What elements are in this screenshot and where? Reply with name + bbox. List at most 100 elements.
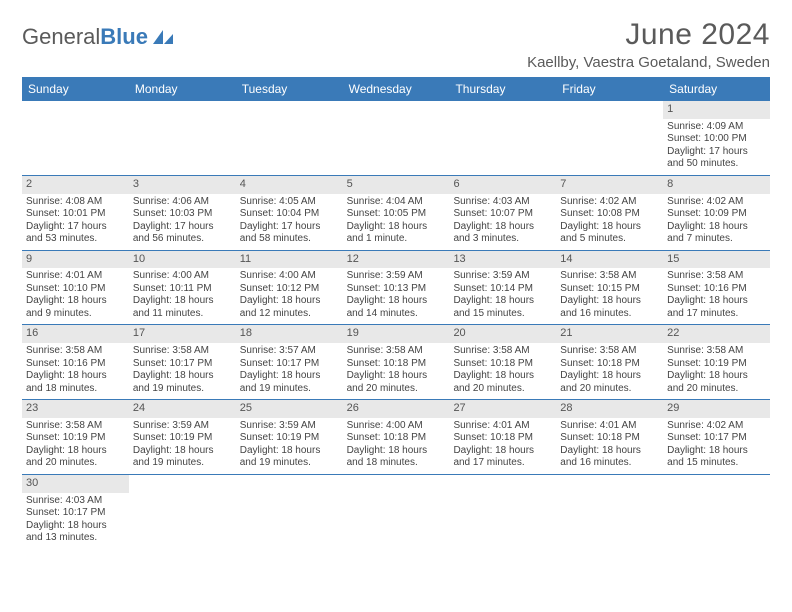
day-body: Sunrise: 3:58 AMSunset: 10:18 PMDaylight… [449, 343, 556, 399]
daylight-text: Daylight: 18 hours and 12 minutes. [240, 295, 339, 320]
sunset-text: Sunset: 10:19 PM [133, 432, 232, 445]
day-cell: 7Sunrise: 4:02 AMSunset: 10:08 PMDayligh… [556, 176, 663, 250]
day-number: 14 [556, 251, 663, 269]
sunrise-text: Sunrise: 4:01 AM [26, 270, 125, 283]
day-cell-empty: . [129, 475, 236, 549]
day-body: Sunrise: 3:58 AMSunset: 10:19 PMDaylight… [663, 343, 770, 399]
sunrise-text: Sunrise: 4:06 AM [133, 196, 232, 209]
day-cell: 27Sunrise: 4:01 AMSunset: 10:18 PMDaylig… [449, 400, 556, 474]
day-cell: 11Sunrise: 4:00 AMSunset: 10:12 PMDaylig… [236, 251, 343, 325]
day-cell: 5Sunrise: 4:04 AMSunset: 10:05 PMDayligh… [343, 176, 450, 250]
sunset-text: Sunset: 10:19 PM [667, 358, 766, 371]
day-cell: 20Sunrise: 3:58 AMSunset: 10:18 PMDaylig… [449, 325, 556, 399]
day-body: Sunrise: 3:58 AMSunset: 10:16 PMDaylight… [663, 268, 770, 324]
day-cell: 4Sunrise: 4:05 AMSunset: 10:04 PMDayligh… [236, 176, 343, 250]
day-number: 17 [129, 325, 236, 343]
day-cell: 30Sunrise: 4:03 AMSunset: 10:17 PMDaylig… [22, 475, 129, 549]
day-number: 1 [663, 101, 770, 119]
sunset-text: Sunset: 10:18 PM [560, 432, 659, 445]
daylight-text: Daylight: 18 hours and 16 minutes. [560, 295, 659, 320]
day-cell-empty: . [663, 475, 770, 549]
sunset-text: Sunset: 10:15 PM [560, 283, 659, 296]
weekday-row: SundayMondayTuesdayWednesdayThursdayFrid… [22, 77, 770, 101]
day-cell-empty: . [129, 101, 236, 175]
daylight-text: Daylight: 17 hours and 50 minutes. [667, 146, 766, 171]
sunset-text: Sunset: 10:16 PM [26, 358, 125, 371]
daylight-text: Daylight: 18 hours and 11 minutes. [133, 295, 232, 320]
sunset-text: Sunset: 10:01 PM [26, 208, 125, 221]
day-body: Sunrise: 4:09 AMSunset: 10:00 PMDaylight… [663, 119, 770, 175]
day-number: 10 [129, 251, 236, 269]
day-body: Sunrise: 4:02 AMSunset: 10:09 PMDaylight… [663, 194, 770, 250]
sunrise-text: Sunrise: 4:08 AM [26, 196, 125, 209]
daylight-text: Daylight: 18 hours and 15 minutes. [453, 295, 552, 320]
sunrise-text: Sunrise: 3:57 AM [240, 345, 339, 358]
week-row: ......1Sunrise: 4:09 AMSunset: 10:00 PMD… [22, 101, 770, 176]
day-body: Sunrise: 4:05 AMSunset: 10:04 PMDaylight… [236, 194, 343, 250]
sunset-text: Sunset: 10:12 PM [240, 283, 339, 296]
sunrise-text: Sunrise: 4:00 AM [240, 270, 339, 283]
day-cell-empty: . [343, 101, 450, 175]
sunset-text: Sunset: 10:17 PM [26, 507, 125, 520]
day-number: 9 [22, 251, 129, 269]
week-row: 23Sunrise: 3:58 AMSunset: 10:19 PMDaylig… [22, 400, 770, 475]
sunrise-text: Sunrise: 3:58 AM [133, 345, 232, 358]
logo-text-1: General [22, 24, 100, 50]
week-row: 16Sunrise: 3:58 AMSunset: 10:16 PMDaylig… [22, 325, 770, 400]
daylight-text: Daylight: 18 hours and 19 minutes. [240, 370, 339, 395]
sunrise-text: Sunrise: 3:58 AM [560, 270, 659, 283]
location: Kaellby, Vaestra Goetaland, Sweden [527, 54, 770, 71]
day-cell: 17Sunrise: 3:58 AMSunset: 10:17 PMDaylig… [129, 325, 236, 399]
week-row: 30Sunrise: 4:03 AMSunset: 10:17 PMDaylig… [22, 475, 770, 549]
daylight-text: Daylight: 18 hours and 9 minutes. [26, 295, 125, 320]
daylight-text: Daylight: 17 hours and 58 minutes. [240, 221, 339, 246]
sunset-text: Sunset: 10:07 PM [453, 208, 552, 221]
sunset-text: Sunset: 10:05 PM [347, 208, 446, 221]
sunset-text: Sunset: 10:11 PM [133, 283, 232, 296]
weekday-monday: Monday [129, 77, 236, 101]
daylight-text: Daylight: 18 hours and 3 minutes. [453, 221, 552, 246]
calendar: SundayMondayTuesdayWednesdayThursdayFrid… [22, 77, 770, 549]
sunset-text: Sunset: 10:08 PM [560, 208, 659, 221]
day-body: Sunrise: 3:58 AMSunset: 10:16 PMDaylight… [22, 343, 129, 399]
sunrise-text: Sunrise: 4:00 AM [133, 270, 232, 283]
day-cell: 9Sunrise: 4:01 AMSunset: 10:10 PMDayligh… [22, 251, 129, 325]
day-body: Sunrise: 3:58 AMSunset: 10:17 PMDaylight… [129, 343, 236, 399]
day-number: 27 [449, 400, 556, 418]
sunrise-text: Sunrise: 4:02 AM [667, 196, 766, 209]
day-cell: 28Sunrise: 4:01 AMSunset: 10:18 PMDaylig… [556, 400, 663, 474]
sunset-text: Sunset: 10:18 PM [560, 358, 659, 371]
day-cell: 22Sunrise: 3:58 AMSunset: 10:19 PMDaylig… [663, 325, 770, 399]
sunrise-text: Sunrise: 3:59 AM [240, 420, 339, 433]
sunset-text: Sunset: 10:18 PM [453, 432, 552, 445]
day-number: 23 [22, 400, 129, 418]
month-title: June 2024 [527, 18, 770, 52]
day-cell: 8Sunrise: 4:02 AMSunset: 10:09 PMDayligh… [663, 176, 770, 250]
day-number: 11 [236, 251, 343, 269]
day-cell-empty: . [556, 475, 663, 549]
daylight-text: Daylight: 18 hours and 20 minutes. [560, 370, 659, 395]
day-cell: 13Sunrise: 3:59 AMSunset: 10:14 PMDaylig… [449, 251, 556, 325]
sunrise-text: Sunrise: 4:03 AM [453, 196, 552, 209]
daylight-text: Daylight: 18 hours and 1 minute. [347, 221, 446, 246]
title-block: June 2024 Kaellby, Vaestra Goetaland, Sw… [527, 18, 770, 71]
daylight-text: Daylight: 17 hours and 56 minutes. [133, 221, 232, 246]
weekday-wednesday: Wednesday [343, 77, 450, 101]
sunset-text: Sunset: 10:17 PM [667, 432, 766, 445]
day-cell: 2Sunrise: 4:08 AMSunset: 10:01 PMDayligh… [22, 176, 129, 250]
daylight-text: Daylight: 18 hours and 14 minutes. [347, 295, 446, 320]
day-cell: 23Sunrise: 3:58 AMSunset: 10:19 PMDaylig… [22, 400, 129, 474]
day-body: Sunrise: 3:58 AMSunset: 10:19 PMDaylight… [22, 418, 129, 474]
day-body: Sunrise: 3:59 AMSunset: 10:19 PMDaylight… [129, 418, 236, 474]
sunrise-text: Sunrise: 4:03 AM [26, 495, 125, 508]
sunrise-text: Sunrise: 3:58 AM [26, 420, 125, 433]
day-cell-empty: . [236, 475, 343, 549]
daylight-text: Daylight: 18 hours and 17 minutes. [667, 295, 766, 320]
sunrise-text: Sunrise: 3:58 AM [560, 345, 659, 358]
sunrise-text: Sunrise: 3:58 AM [347, 345, 446, 358]
sunrise-text: Sunrise: 4:02 AM [560, 196, 659, 209]
day-number: 24 [129, 400, 236, 418]
sunrise-text: Sunrise: 3:59 AM [133, 420, 232, 433]
sunrise-text: Sunrise: 3:58 AM [26, 345, 125, 358]
sunset-text: Sunset: 10:16 PM [667, 283, 766, 296]
